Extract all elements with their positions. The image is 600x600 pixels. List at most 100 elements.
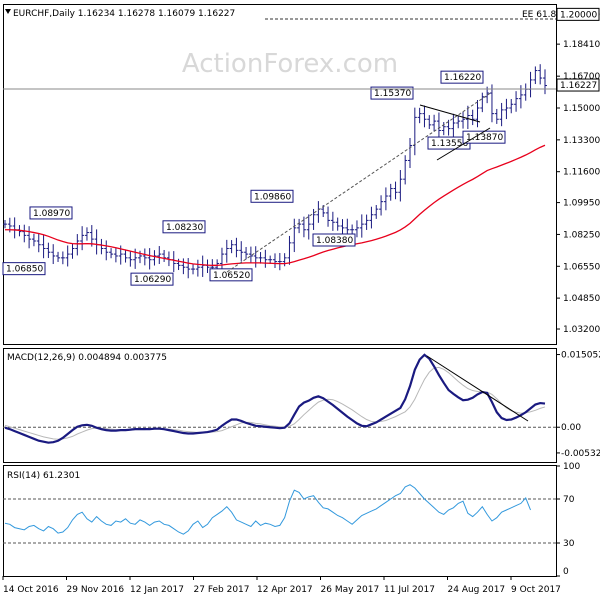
price-bar xyxy=(499,102,504,127)
price-bar xyxy=(253,246,258,268)
macd-panel-frame xyxy=(3,348,557,463)
price-annotation-label: 1.08970 xyxy=(33,209,70,219)
rsi-tick-label: 70 xyxy=(563,495,575,505)
rsi-tick-label: 0 xyxy=(563,567,569,577)
price-bar xyxy=(75,234,80,256)
price-bar xyxy=(446,119,451,136)
price-bar xyxy=(80,226,85,251)
price-bar xyxy=(489,84,494,123)
price-bar xyxy=(475,99,480,128)
macd-title: MACD(12,26,9) 0.004894 0.003775 xyxy=(7,353,167,363)
x-tick-label: 11 Jul 2017 xyxy=(384,585,435,595)
price-bar xyxy=(27,226,32,249)
price-annotation-label: 1.09860 xyxy=(254,192,291,202)
price-tick-label: 1.16700 xyxy=(563,72,600,82)
price-bar xyxy=(195,259,200,277)
price-bar xyxy=(316,201,321,223)
price-bar xyxy=(292,218,297,253)
price-bar xyxy=(277,252,282,271)
price-bar xyxy=(36,233,41,253)
macd-main-line xyxy=(4,353,546,444)
price-annotation: 1.06850 xyxy=(2,262,46,276)
price-bar xyxy=(422,105,427,128)
price-bar xyxy=(147,248,152,270)
price-bar xyxy=(494,108,499,124)
price-bar xyxy=(282,253,287,267)
price-bar xyxy=(383,187,388,211)
dropdown-triangle-icon xyxy=(5,9,11,14)
fib-level-label: EE 61.8 xyxy=(522,10,557,20)
price-tick-label: 1.18410 xyxy=(563,40,600,50)
price-bar xyxy=(335,217,340,231)
rsi-title: RSI(14) 61.2301 xyxy=(7,471,80,481)
price-bar xyxy=(369,206,374,229)
price-bar xyxy=(417,107,422,124)
price-bar xyxy=(543,69,547,95)
price-bar xyxy=(427,115,432,129)
price-bar xyxy=(12,217,17,239)
price-bar xyxy=(104,240,109,261)
rsi-tick-label: 100 xyxy=(563,462,580,472)
price-bar xyxy=(152,250,157,266)
price-annotation-label: 1.06850 xyxy=(6,265,43,275)
price-bar xyxy=(287,235,292,265)
price-bar xyxy=(186,258,191,279)
x-tick-label: 27 Feb 2017 xyxy=(194,585,250,595)
price-annotation: 1.08230 xyxy=(162,220,206,234)
price-annotation: 1.13870 xyxy=(462,130,506,144)
price-tick-label: 1.04850 xyxy=(563,294,600,304)
price-bar xyxy=(234,237,239,258)
price-bar xyxy=(229,240,234,254)
x-tick-label: 9 Oct 2017 xyxy=(511,585,561,595)
price-bar xyxy=(306,214,311,240)
price-bar xyxy=(70,243,75,259)
price-bar xyxy=(162,249,167,262)
price-bar xyxy=(436,112,441,140)
price-bar xyxy=(171,251,176,273)
macd-signal-line xyxy=(4,366,546,440)
price-annotation-label: 1.13870 xyxy=(466,133,503,143)
price-bar xyxy=(31,233,36,247)
price-bar xyxy=(374,205,379,219)
price-bar xyxy=(388,183,393,201)
price-bar xyxy=(248,246,253,264)
price-bar xyxy=(408,137,412,168)
price-bar xyxy=(89,225,94,247)
price-bar xyxy=(56,251,61,262)
price-bar xyxy=(84,227,89,241)
price-bar xyxy=(465,105,470,129)
price-bar xyxy=(157,246,162,265)
price-bar xyxy=(330,211,335,231)
price-bar xyxy=(244,246,249,260)
watermark: ActionForex.com xyxy=(182,49,398,79)
price-bar xyxy=(273,253,277,268)
price-axis-ticks: 1.20000 1.18410 1.16700 1.15000 1.13300 1.116… xyxy=(556,7,600,335)
price-panel-frame xyxy=(3,4,557,345)
price-annotation: 1.08970 xyxy=(29,206,73,220)
price-bar xyxy=(451,113,456,138)
price-bar xyxy=(504,98,509,120)
price-bar xyxy=(142,248,147,266)
price-tick-label: 1.09950 xyxy=(563,199,600,209)
price-bars xyxy=(3,64,547,279)
rsi-tick-label: 30 xyxy=(563,539,575,549)
price-annotation: 1.06520 xyxy=(209,268,253,282)
x-axis-labels: 14 Oct 2016 29 Nov 2016 12 Jan 2017 27 Feb … xyxy=(2,576,561,595)
triangle-lower-line xyxy=(436,127,491,161)
price-bar xyxy=(326,206,331,227)
price-bar xyxy=(219,247,224,270)
price-bar xyxy=(3,220,7,229)
rsi-lines xyxy=(3,484,556,544)
price-annotations: 1.08970 1.06850 1.06290 1.08230 1.06520 1.098… xyxy=(2,70,506,286)
x-tick-label: 24 Aug 2017 xyxy=(448,585,506,595)
price-annotation: 1.15370 xyxy=(370,86,414,100)
price-annotation: 1.06290 xyxy=(130,272,174,286)
price-bar xyxy=(239,241,244,262)
price-bar xyxy=(301,216,306,238)
price-tick-label: 1.11600 xyxy=(563,168,600,178)
price-bar xyxy=(523,83,528,101)
price-bar xyxy=(41,234,46,259)
current-price-marker: 1.16227 xyxy=(556,78,600,92)
price-bar xyxy=(514,91,519,112)
price-bar xyxy=(109,248,114,259)
